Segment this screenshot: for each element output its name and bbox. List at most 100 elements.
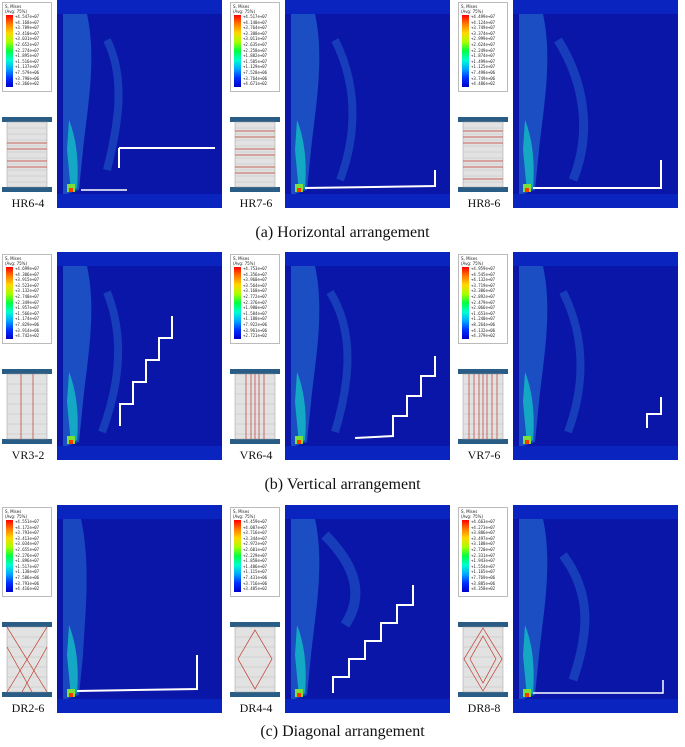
legend-value: +4.547e+07 <box>15 14 40 19</box>
legend-value: +4.172e+07 <box>15 524 40 530</box>
legend-value: +4.486e+02 <box>471 81 496 87</box>
legend-title: S, Mises <box>461 256 478 261</box>
legend-value: +1.505e+07 <box>243 58 268 64</box>
legend-value: +2.258e+07 <box>243 47 268 53</box>
legend-value: +1.584e+07 <box>243 310 268 316</box>
legend-value: +3.764e+06 <box>243 75 268 81</box>
legend-value: +3.793e+07 <box>15 530 40 536</box>
legend-value: +3.388e+07 <box>243 30 268 36</box>
legend-value: +3.108e+07 <box>471 541 496 547</box>
legend-subtitle: (Avg: 75%) <box>233 514 256 519</box>
legend-value: +3.789e+07 <box>15 25 40 31</box>
row-caption: (c) Diagonal arrangement <box>260 723 425 740</box>
legend-value: +1.566e+07 <box>15 310 40 316</box>
legend-title: S, Mises <box>5 256 22 261</box>
legend-color-bar <box>234 267 241 339</box>
stress-legend: S, Mises (Avg: 75%) +4.517e+07 +4.140e+0… <box>230 2 280 92</box>
legend-color-bar <box>462 15 469 87</box>
legend-title: S, Mises <box>233 509 250 514</box>
legend-value: +3.497e+07 <box>471 535 496 541</box>
legend-value: +4.273e+07 <box>471 524 496 530</box>
legend-value: +4.140e+07 <box>243 19 268 25</box>
legend-value: +2.972e+07 <box>243 541 268 547</box>
legend-value: +4.959e+07 <box>471 266 496 271</box>
legend-value: +3.485e+02 <box>243 586 268 592</box>
legend-value: +3.749e+07 <box>471 25 496 31</box>
legend-value: +3.790e+06 <box>15 75 40 81</box>
legend-value: +2.276e+07 <box>15 552 40 558</box>
legend-value: +4.132e+06 <box>471 327 496 333</box>
legend-value: +2.376e+07 <box>243 299 268 305</box>
specimen-label: HR6-4 <box>11 196 45 210</box>
row-caption: (a) Horizontal arrangement <box>255 224 430 241</box>
legend-value: +1.554e+07 <box>471 563 496 569</box>
legend-color-bar <box>234 520 241 592</box>
legend-value: +3.031e+07 <box>15 36 40 42</box>
legend-value: +2.740e+07 <box>15 293 40 299</box>
legend-title: S, Mises <box>5 4 22 9</box>
legend-value: +4.416e+02 <box>15 586 40 592</box>
legend-value: +3.366e+02 <box>15 81 40 87</box>
legend-value: +4.358e+02 <box>471 586 496 592</box>
legend-value: +2.999e+07 <box>471 36 496 42</box>
legend-values: +4.499e+07 +4.124e+07 +3.749e+07 +3.374e… <box>471 14 495 87</box>
legend-value: +4.671e+02 <box>243 81 268 87</box>
legend-value: +2.892e+07 <box>471 293 496 299</box>
specimen-label: HR8-6 <box>467 196 501 210</box>
legend-value: +1.943e+07 <box>471 558 496 564</box>
legend-value: +3.716e+07 <box>243 530 268 536</box>
legend-value: +1.240e+07 <box>471 316 496 322</box>
legend-value: +3.523e+07 <box>15 282 40 288</box>
legend-subtitle: (Avg: 75%) <box>461 9 484 14</box>
legend-values: +4.547e+07 +4.168e+07 +3.789e+07 +3.410e… <box>15 14 39 87</box>
legend-value: +1.125e+07 <box>471 64 496 70</box>
legend-value: +1.138e+07 <box>15 569 40 575</box>
stress-legend: S, Mises (Avg: 75%) +4.459e+07 +4.087e+0… <box>230 507 280 597</box>
legend-subtitle: (Avg: 75%) <box>5 261 28 266</box>
legend-value: +3.885e+06 <box>471 580 496 586</box>
row-caption: (b) Vertical arrangement <box>264 476 421 493</box>
legend-value: +7.528e+06 <box>243 69 268 75</box>
specimen-label: VR7-6 <box>467 448 501 462</box>
fe-stress-contour <box>513 252 678 460</box>
legend-value: +2.274e+07 <box>15 47 40 53</box>
legend-value: +3.749e+06 <box>471 75 496 81</box>
legend-value: +4.499e+07 <box>471 14 496 19</box>
legend-title: S, Mises <box>461 509 478 514</box>
legend-value: +3.719e+07 <box>471 282 496 288</box>
legend-value: +3.961e+06 <box>243 327 268 333</box>
legend-value: +3.413e+07 <box>15 535 40 541</box>
panel-hr8-6: S, Mises (Avg: 75%) +4.499e+07 +4.124e+0… <box>456 0 684 210</box>
legend-value: +2.721e+02 <box>243 333 268 339</box>
legend-value: +3.306e+07 <box>471 288 496 294</box>
specimen-sketch <box>2 369 52 444</box>
legend-value: +7.431e+06 <box>243 574 268 580</box>
legend-title: S, Mises <box>233 256 250 261</box>
specimen-label: DR4-4 <box>239 701 273 715</box>
stress-legend: S, Mises (Avg: 75%) +4.663e+07 +4.273e+0… <box>458 507 508 597</box>
legend-value: +3.886e+07 <box>471 530 496 536</box>
legend-values: +4.753e+07 +4.356e+07 +3.960e+07 +3.564e… <box>243 266 267 339</box>
legend-value: +2.772e+07 <box>243 293 268 299</box>
legend-value: +1.858e+07 <box>243 558 268 564</box>
legend-value: +4.753e+07 <box>243 266 268 271</box>
legend-value: +1.174e+07 <box>15 316 40 322</box>
legend-value: +4.742e+02 <box>15 333 40 339</box>
fe-stress-contour <box>285 505 450 713</box>
specimen-sketch <box>230 622 280 697</box>
legend-value: +7.922e+06 <box>243 321 268 327</box>
legend-value: +3.344e+07 <box>243 535 268 541</box>
specimen-sketch <box>230 369 280 444</box>
specimen-label: HR7-6 <box>239 196 273 210</box>
legend-value: +3.960e+07 <box>243 277 268 283</box>
stress-legend: S, Mises (Avg: 75%) +4.699e+07 +4.306e+0… <box>2 254 52 344</box>
legend-title: S, Mises <box>461 4 478 9</box>
legend-value: +8.264e+06 <box>471 321 496 327</box>
legend-value: +1.517e+07 <box>15 563 40 569</box>
legend-value: +2.720e+07 <box>471 546 496 552</box>
legend-color-bar <box>462 520 469 592</box>
legend-value: +3.011e+07 <box>243 36 268 42</box>
specimen-label: DR2-6 <box>11 701 45 715</box>
legend-value: +7.579e+06 <box>15 69 40 75</box>
specimen-sketch <box>458 622 508 697</box>
